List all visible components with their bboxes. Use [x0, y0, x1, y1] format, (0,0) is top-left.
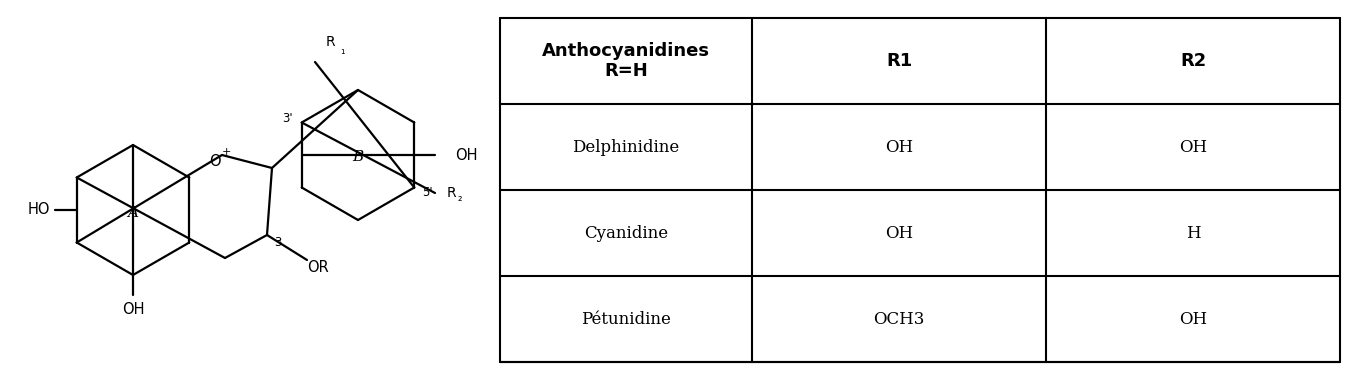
- Text: OH: OH: [885, 225, 912, 242]
- Text: HO: HO: [27, 203, 51, 217]
- Text: OH: OH: [1179, 138, 1208, 155]
- Text: OR: OR: [307, 260, 329, 276]
- Text: ₂: ₂: [458, 193, 463, 203]
- Text: +: +: [221, 147, 231, 157]
- Text: Cyanidine: Cyanidine: [583, 225, 668, 242]
- Text: A: A: [127, 206, 138, 220]
- Text: Delphinidine: Delphinidine: [572, 138, 680, 155]
- Text: OCH3: OCH3: [873, 310, 925, 327]
- Text: ₁: ₁: [340, 46, 344, 56]
- Text: R=H: R=H: [604, 62, 647, 80]
- Text: R: R: [447, 186, 456, 200]
- Text: Anthocyanidines: Anthocyanidines: [542, 42, 710, 60]
- Text: 3': 3': [283, 112, 292, 124]
- Text: H: H: [1186, 225, 1201, 242]
- Text: R1: R1: [887, 52, 912, 70]
- Text: R: R: [325, 35, 335, 49]
- Text: OH: OH: [455, 147, 478, 163]
- Text: 5': 5': [422, 186, 433, 200]
- Text: B: B: [352, 150, 363, 164]
- Text: 3: 3: [275, 235, 281, 248]
- Text: Pétunidine: Pétunidine: [581, 310, 671, 327]
- Text: R2: R2: [1180, 52, 1206, 70]
- Text: OH: OH: [1179, 310, 1208, 327]
- Text: O: O: [209, 155, 221, 169]
- Text: OH: OH: [122, 302, 145, 318]
- Text: OH: OH: [885, 138, 912, 155]
